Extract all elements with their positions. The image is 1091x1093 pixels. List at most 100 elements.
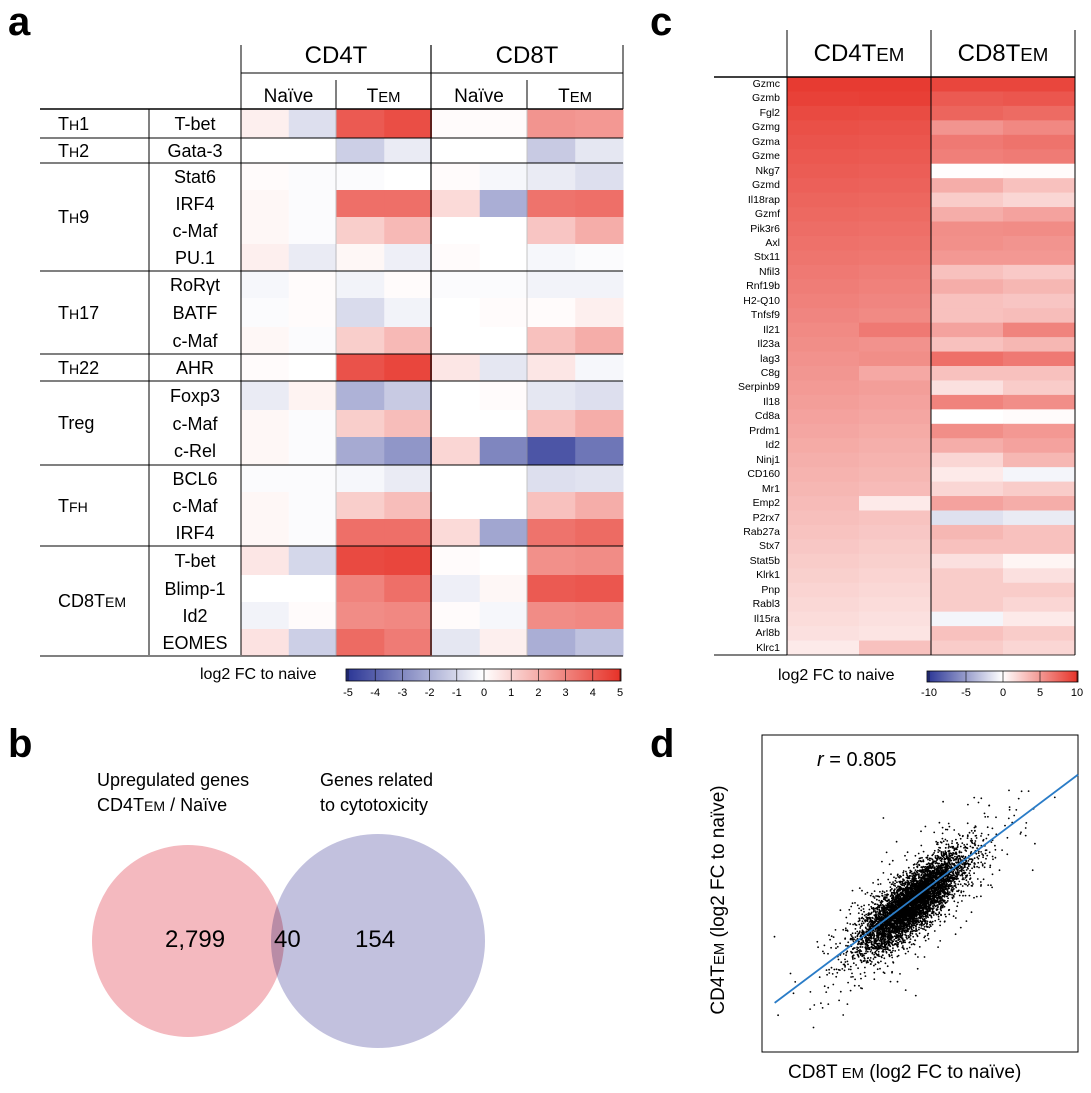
scatter-point [910, 927, 913, 930]
heatmap-a-cell [288, 519, 337, 547]
gene-label: Stx7 [758, 540, 780, 553]
scatter-point [926, 905, 928, 908]
scatter-point [946, 840, 949, 842]
scatter-point [906, 881, 908, 884]
heatmap-a-cell [575, 410, 624, 438]
heatmap-a-cell [336, 298, 385, 328]
heatmap-c-cell [1003, 409, 1076, 425]
scatter-point [937, 876, 940, 879]
scatter-point [876, 908, 879, 911]
scatter-point [885, 890, 888, 892]
heatmap-c-cell [787, 293, 860, 309]
scatter-point [954, 917, 957, 919]
scatter-point [928, 866, 931, 869]
gene-label: Gzma [751, 135, 780, 148]
scatter-point [901, 880, 904, 883]
scatter-point [924, 939, 927, 942]
scatter-point [870, 892, 873, 895]
scatter-point [916, 923, 919, 925]
scatter-point [963, 847, 965, 849]
scatter-point [851, 889, 854, 892]
scatter-point [927, 932, 930, 935]
heatmap-c-cell [931, 452, 1004, 468]
heatmap-a-cell [288, 327, 337, 355]
heatmap-a-cell [288, 465, 337, 493]
scatter-point [832, 983, 835, 986]
scatter-point [883, 891, 886, 894]
scatter-point [962, 890, 965, 893]
heatmap-a-cell [527, 437, 576, 466]
scatter-point [951, 842, 953, 845]
scatter-point [967, 867, 969, 870]
heatmap-c-cell [931, 568, 1004, 584]
scatter-point [864, 926, 867, 929]
heatmap-c-cell [1003, 163, 1076, 179]
heatmap-a-cell [336, 217, 385, 245]
scatter-point [971, 860, 973, 863]
scatter-point [894, 950, 897, 952]
heatmap-c-cell [1003, 510, 1076, 526]
scatter-point [958, 894, 961, 897]
scatter-point [878, 939, 881, 942]
scatter-point [849, 989, 852, 992]
heatmap-a-cell [241, 298, 290, 328]
heatmap-c-cell [859, 423, 932, 439]
scatter-point [918, 928, 920, 931]
scatter-point [832, 936, 835, 938]
gene-label: Ninj1 [756, 453, 780, 466]
heatmap-c-cell [859, 235, 932, 251]
scatter-point [839, 942, 841, 945]
scatter-point [974, 835, 977, 837]
scatter-point [956, 869, 959, 871]
heatmap-a-cell [432, 327, 481, 355]
gene-label: Gzmc [752, 78, 780, 90]
heatmap-a-cell [384, 244, 433, 272]
scatter-point [809, 991, 812, 993]
scatter-point [958, 834, 961, 837]
venn-circle-cytotoxicity [271, 834, 485, 1048]
scatter-point [857, 942, 860, 945]
scatter-point [966, 862, 969, 865]
gene-label: Tnfsf9 [750, 309, 780, 322]
heatmap-c-cell [1003, 351, 1076, 367]
heatmap-a-cell [479, 465, 528, 493]
heatmap-a-cell [479, 410, 528, 438]
row-label: Blimp-1 [164, 578, 226, 599]
scatter-point [1034, 842, 1036, 845]
heatmap-a-cell [288, 492, 337, 520]
heatmap-c-cell [859, 640, 932, 656]
scatter-point [976, 847, 978, 849]
heatmap-c-cell [859, 134, 932, 150]
scatter-point [884, 912, 887, 915]
scatter-point [920, 906, 922, 909]
scatter-frame [761, 734, 1079, 1053]
venn-circle-upregulated [92, 845, 284, 1037]
scatter-point [960, 851, 963, 854]
scatter-point [1019, 833, 1022, 835]
heatmap-a-cell [527, 354, 576, 382]
scatter-point [899, 932, 901, 935]
heatmap-a-cell [241, 138, 290, 164]
heatmap-a-cell [384, 109, 433, 139]
heatmap-a-cell [479, 546, 528, 576]
heatmap-a-cell [288, 298, 337, 328]
scatter-point [851, 932, 854, 935]
heatmap-c-cell [859, 250, 932, 266]
scatter-point [860, 950, 863, 952]
scatter-point [901, 894, 904, 896]
scatter-point [980, 861, 983, 864]
scatter-point [947, 880, 950, 883]
scatter-point [1024, 827, 1027, 829]
heatmap-a-cell [384, 629, 433, 657]
heatmap-c-cell [1003, 178, 1076, 194]
scatter-point [904, 941, 907, 944]
heatmap-c-cell [787, 496, 860, 511]
heatmap-c-cell [1003, 380, 1076, 396]
row-label: T-bet [174, 550, 216, 571]
gene-label: Il15ra [753, 612, 780, 625]
scatter-point [952, 888, 954, 891]
scatter-point [851, 956, 854, 959]
heatmap-a-cell [288, 217, 337, 245]
scatter-point [946, 828, 949, 831]
scatter-point [935, 840, 938, 843]
